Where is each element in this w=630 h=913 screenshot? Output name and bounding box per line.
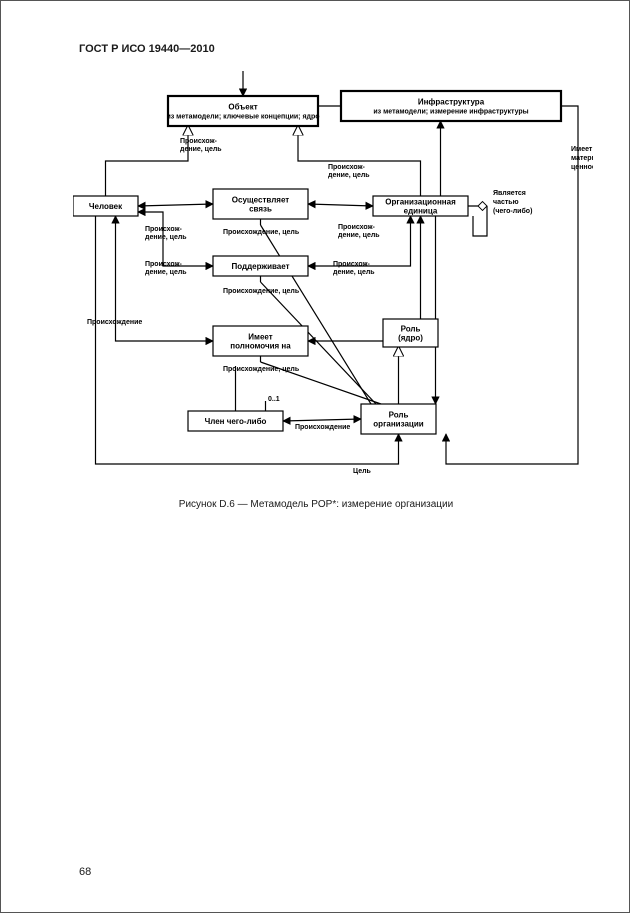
edge-label-e2: дение, цель — [328, 172, 370, 179]
node-label-role_core: (ядро) — [398, 334, 423, 343]
edge-label-e4: Происхождение, цель — [223, 229, 300, 236]
edge-label-e2: Происхож- — [328, 164, 366, 171]
figure-caption: Рисунок D.6 — Метамодель POP*: измерение… — [1, 499, 630, 510]
edge-label-e9: Происхождение, цель — [223, 366, 300, 373]
edge-label-e1: дение, цель — [180, 146, 222, 153]
edge-label-e13: Цель — [353, 468, 372, 475]
node-label-performs: связь — [249, 205, 272, 214]
edge-label-e7: Происхождение, цель — [223, 288, 300, 295]
edge — [308, 204, 373, 206]
document-header: ГОСТ Р ИСО 19440—2010 — [79, 43, 215, 55]
edge-label-e1: Происхож- — [180, 138, 218, 145]
node-label-authority: полномочия на — [230, 342, 291, 351]
edge-label-e6: дение, цель — [145, 269, 187, 276]
edge-label-e12: 0..1 — [268, 396, 280, 403]
page: ГОСТ Р ИСО 19440—2010 68 Рисунок D.6 — М… — [0, 0, 630, 913]
node-label-member: Член чего-либо — [205, 417, 267, 426]
side-label-part_of: Является — [493, 190, 526, 197]
edge-label-e6: Происхож- — [145, 261, 183, 268]
side-label-part_of: частью — [493, 199, 519, 206]
side-label-material_value: ценность — [571, 164, 593, 171]
node-label-infra: Инфраструктура — [418, 98, 485, 107]
edge-label-e11: Происхождение — [295, 424, 350, 431]
node-label-orgunit: единица — [404, 207, 438, 216]
edge — [261, 225, 372, 404]
node-label-supports: Поддерживает — [231, 262, 289, 271]
node-label-person: Человек — [89, 202, 123, 211]
edge-label-e8: Происхож- — [333, 261, 371, 268]
node-label-role_org: Роль — [389, 411, 409, 420]
page-number: 68 — [79, 866, 91, 878]
edge — [283, 419, 361, 421]
edge-label-e5: дение, цель — [338, 232, 380, 239]
node-label-infra: из метамодели; измерение инфраструктуры — [373, 109, 528, 116]
edge — [446, 106, 578, 464]
edge-label-e3: дение, цель — [145, 234, 187, 241]
side-label-material_value: Имеет — [571, 146, 593, 153]
edge — [138, 204, 213, 206]
edge — [473, 206, 487, 236]
node-label-performs: Осуществляет — [232, 196, 289, 205]
edge-label-e8: дение, цель — [333, 269, 375, 276]
side-label-part_of: (чего-либо) — [493, 207, 532, 215]
side-label-material_value: материальную — [571, 155, 593, 162]
node-label-orgunit: Организационная — [385, 198, 456, 207]
edge-label-e3: Происхож- — [145, 226, 183, 233]
edge-label-e10: Происхождение — [87, 319, 142, 326]
edge — [106, 126, 189, 196]
node-label-role_core: Роль — [401, 325, 421, 334]
node-label-object: из метамодели; ключевые концепции; ядро — [166, 114, 319, 121]
node-label-object: Объект — [228, 103, 257, 112]
edge-label-e5: Происхож- — [338, 224, 376, 231]
node-label-authority: Имеет — [248, 333, 272, 342]
node-label-role_org: организации — [373, 420, 423, 429]
edge — [298, 126, 421, 196]
metamodel-diagram: Объект из метамодели; ключевые концепции;… — [73, 71, 593, 491]
